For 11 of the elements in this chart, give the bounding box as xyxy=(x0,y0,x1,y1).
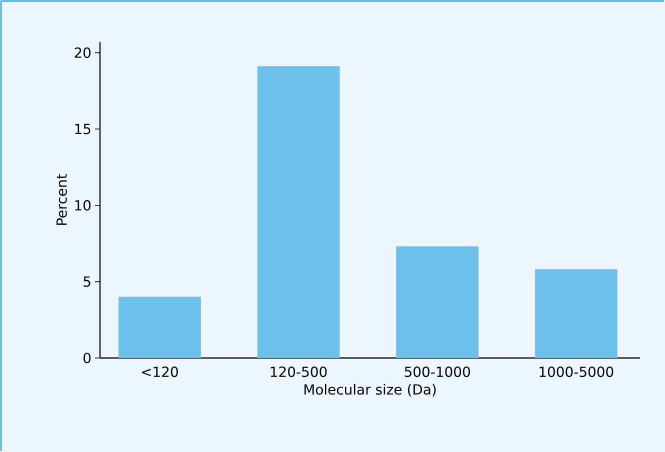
y-tick-label: 0 xyxy=(84,352,91,364)
x-tick-label: 120-500 xyxy=(270,366,327,378)
x-tick-label: 500-1000 xyxy=(404,366,470,378)
y-tick-label: 20 xyxy=(74,47,91,58)
y-axis-title: Percent xyxy=(56,174,67,225)
x-tick-label: <120 xyxy=(142,366,178,378)
y-tick-label: 5 xyxy=(84,276,90,287)
x-tick-label: 1000-5000 xyxy=(540,366,614,378)
y-tick-label: 10 xyxy=(75,200,91,211)
y-tick-label: 15 xyxy=(75,124,90,134)
x-axis-title: Molecular size (Da) xyxy=(304,384,436,396)
